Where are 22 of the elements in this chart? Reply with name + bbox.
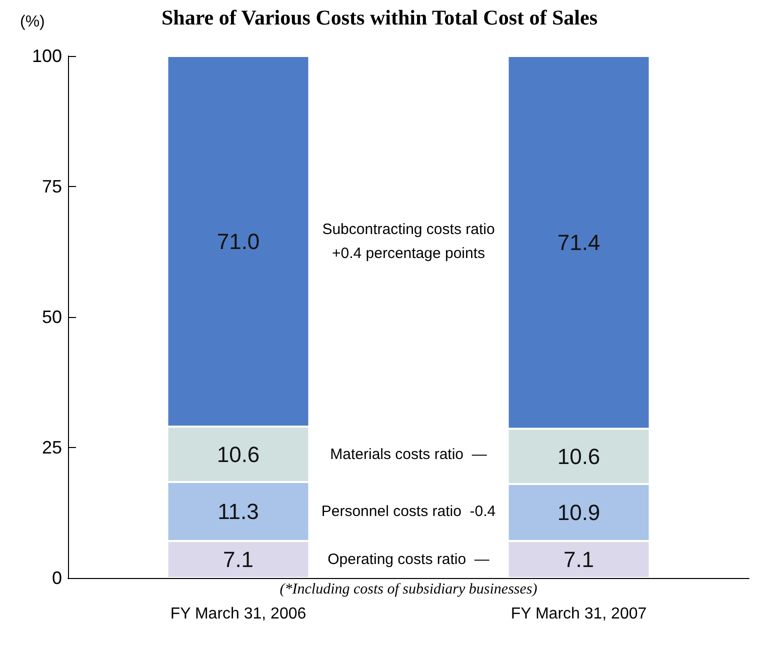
data-label: 7.1 xyxy=(222,546,254,572)
data-label: 10.6 xyxy=(557,444,600,469)
y-tick-label: 100 xyxy=(32,46,62,66)
y-axis-title: (%) xyxy=(20,14,45,30)
y-tick-label: 75 xyxy=(42,176,62,196)
data-label: 71.0 xyxy=(216,228,260,254)
data-label: 11.3 xyxy=(218,498,259,524)
y-tick-label: 50 xyxy=(42,307,62,327)
data-label: 10.6 xyxy=(216,442,260,467)
data-label: 71.4 xyxy=(557,230,600,255)
y-tick-label: 25 xyxy=(42,438,62,458)
data-label: 7.1 xyxy=(563,546,594,572)
data-label: 10.9 xyxy=(557,500,600,525)
x-tick-label: FY March 31, 2007 xyxy=(510,606,647,622)
text: (*Including costs of subsidiary businesses) xyxy=(280,582,538,598)
y-tick-label: 0 xyxy=(52,568,62,588)
annotation: Subcontracting costs ratio +0.4 percentage points xyxy=(322,220,495,262)
chart-title: Share of Various Costs within Total Cost of Sales xyxy=(161,6,598,30)
x-tick-label: FY March 31, 2006 xyxy=(170,606,306,622)
annotation: Personnel costs ratio -0.4 xyxy=(321,502,496,520)
annotation: Operating costs ratio — xyxy=(328,550,490,568)
annotation: Materials costs ratio — xyxy=(330,446,487,463)
